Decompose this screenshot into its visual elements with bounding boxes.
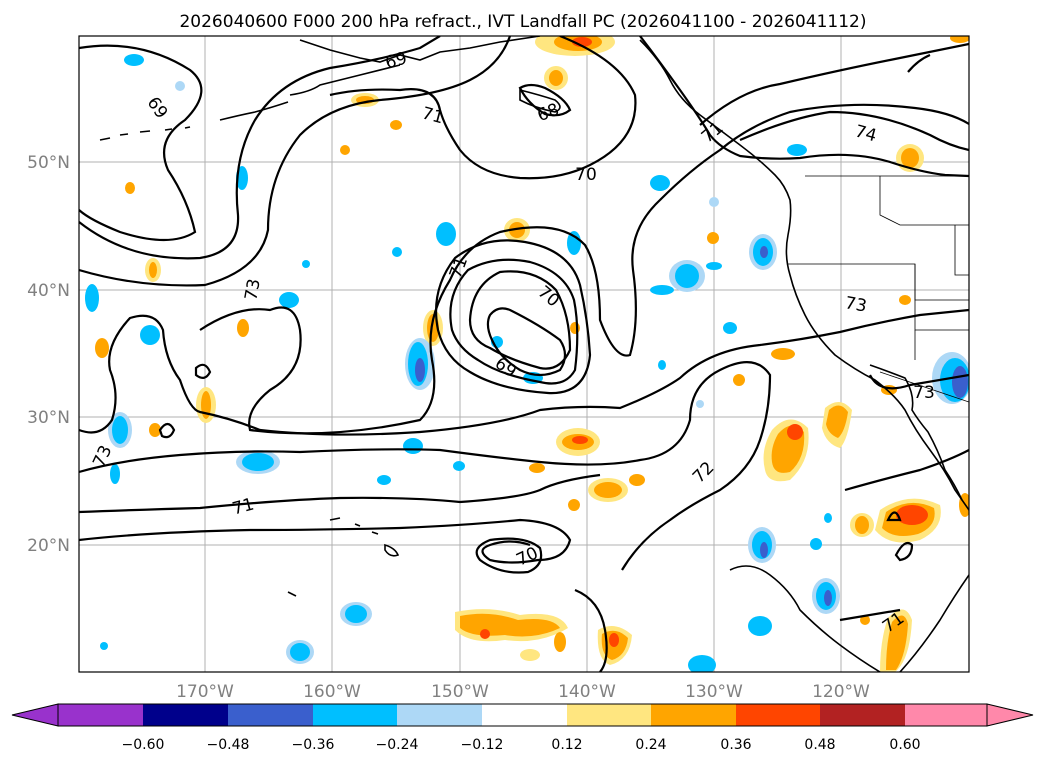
lon-label: 150°W xyxy=(431,682,489,702)
colorbar-segment xyxy=(482,704,567,726)
borders xyxy=(788,175,969,403)
colorbar-segment xyxy=(651,704,736,726)
colorbar-tick: 0.60 xyxy=(889,737,920,753)
colorbar: −0.60 −0.48 −0.36 −0.24 −0.12 0.12 0.24 … xyxy=(11,703,1034,753)
colorbar-extend-low xyxy=(11,703,59,727)
lat-label: 20°N xyxy=(27,536,70,556)
lat-label: 30°N xyxy=(27,408,70,428)
colorbar-segment xyxy=(228,704,313,726)
longitude-labels: 170°W 160°W 150°W 140°W 130°W 120°W xyxy=(176,682,870,702)
contour-label: 70 xyxy=(575,165,597,185)
lon-label: 160°W xyxy=(303,682,361,702)
negative-anomaly xyxy=(124,54,144,66)
colorbar-segment xyxy=(736,704,820,726)
colorbar-tick: −0.24 xyxy=(376,737,419,753)
ivt-shading xyxy=(85,36,969,672)
colorbar-tick: 0.12 xyxy=(551,737,582,753)
contour-label: 73 xyxy=(843,293,868,316)
figure-title: 2026040600 F000 200 hPa refract., IVT La… xyxy=(179,12,866,32)
colorbar-segment xyxy=(58,704,143,726)
contour-label: 73 xyxy=(241,277,264,302)
lon-label: 170°W xyxy=(176,682,234,702)
graticule xyxy=(79,36,969,672)
colorbar-tick: −0.60 xyxy=(122,737,165,753)
contour-label: 73 xyxy=(913,383,935,403)
colorbar-ticks: −0.60 −0.48 −0.36 −0.24 −0.12 0.12 0.24 … xyxy=(122,737,921,753)
colorbar-segment xyxy=(820,704,905,726)
lon-label: 130°W xyxy=(685,682,743,702)
colorbar-segment xyxy=(143,704,228,726)
colorbar-segment xyxy=(905,704,987,726)
lon-label: 120°W xyxy=(812,682,870,702)
lat-label: 50°N xyxy=(27,153,70,173)
colorbar-tick: −0.12 xyxy=(461,737,504,753)
lon-label: 140°W xyxy=(558,682,616,702)
latitude-labels: 50°N 40°N 30°N 20°N xyxy=(27,153,70,556)
lat-label: 40°N xyxy=(27,281,70,301)
coastlines xyxy=(99,36,969,672)
colorbar-tick: 0.24 xyxy=(635,737,666,753)
colorbar-tick: 0.36 xyxy=(720,737,751,753)
colorbar-tick: −0.36 xyxy=(292,737,335,753)
map-frame xyxy=(78,35,970,673)
colorbar-segment xyxy=(313,704,397,726)
colorbar-tick: 0.48 xyxy=(804,737,835,753)
colorbar-extend-high xyxy=(986,703,1034,727)
colorbar-segment xyxy=(397,704,482,726)
colorbar-tick: −0.48 xyxy=(207,737,250,753)
map-plot-area: 69 69 68 71 70 71 74 73 71 70 69 73 73 7… xyxy=(79,36,969,672)
refractivity-contours xyxy=(79,36,969,672)
colorbar-segment xyxy=(567,704,651,726)
